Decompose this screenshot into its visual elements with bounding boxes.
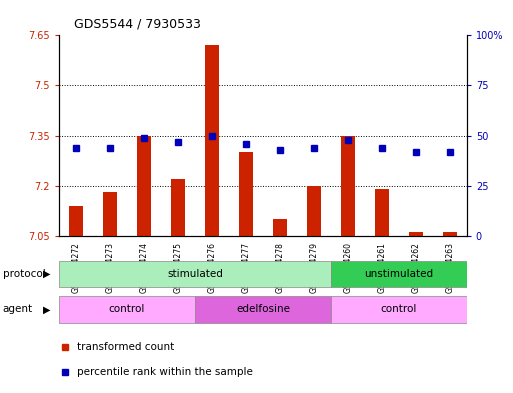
Bar bbox=[341, 136, 354, 236]
Text: stimulated: stimulated bbox=[167, 269, 223, 279]
Bar bbox=[59, 261, 331, 287]
Bar bbox=[69, 206, 83, 236]
Text: agent: agent bbox=[3, 305, 33, 314]
Text: GDS5544 / 7930533: GDS5544 / 7930533 bbox=[74, 18, 201, 31]
Bar bbox=[205, 46, 219, 236]
Text: transformed count: transformed count bbox=[77, 342, 174, 352]
Text: ▶: ▶ bbox=[43, 305, 50, 314]
Bar bbox=[103, 193, 117, 236]
Text: ▶: ▶ bbox=[43, 269, 50, 279]
Bar bbox=[307, 186, 321, 236]
Text: edelfosine: edelfosine bbox=[236, 305, 290, 314]
Bar bbox=[331, 261, 467, 287]
Text: control: control bbox=[381, 305, 417, 314]
Bar bbox=[137, 136, 151, 236]
Bar bbox=[331, 296, 467, 323]
Bar bbox=[273, 219, 287, 236]
Text: percentile rank within the sample: percentile rank within the sample bbox=[77, 367, 253, 377]
Bar bbox=[195, 296, 331, 323]
Bar bbox=[239, 152, 253, 236]
Bar bbox=[375, 189, 389, 236]
Text: protocol: protocol bbox=[3, 269, 45, 279]
Text: unstimulated: unstimulated bbox=[364, 269, 433, 279]
Text: control: control bbox=[109, 305, 145, 314]
Bar bbox=[171, 179, 185, 236]
Bar bbox=[409, 233, 423, 236]
Bar bbox=[443, 233, 457, 236]
Bar bbox=[59, 296, 195, 323]
